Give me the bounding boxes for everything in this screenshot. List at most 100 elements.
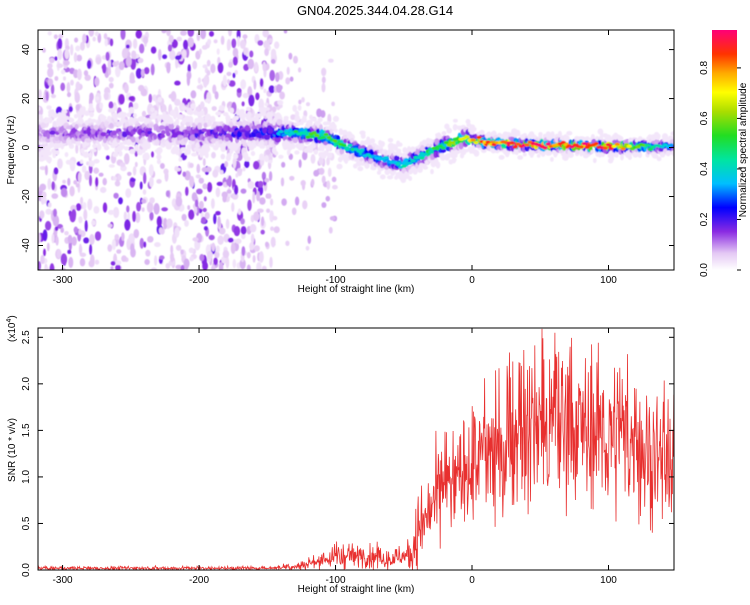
spectrogram-cell-413 (249, 223, 257, 233)
spectrogram-cell-1288 (119, 142, 123, 146)
spectrogram-cell-3158 (560, 140, 566, 144)
spectrogram-cell-392 (137, 57, 144, 64)
spectrogram-cell-2117 (376, 170, 382, 175)
spectrogram-cell-1732 (256, 124, 262, 129)
spectrogram-cell-685 (53, 208, 57, 217)
spectrogram-cell-887 (75, 104, 81, 111)
spectrogram-cell-965 (281, 198, 287, 206)
spectrogram-cell-445 (75, 81, 81, 92)
spectrogram-cell-687 (241, 101, 245, 107)
spectrogram-cell-4 (102, 177, 107, 186)
spectrogram-cell-2832 (599, 130, 604, 137)
spectrogram-cell-330 (232, 56, 238, 66)
spectrogram-cell-1278 (113, 151, 119, 157)
spectrogram-cell-1843 (291, 143, 296, 150)
spectrogram-cell-353 (187, 37, 194, 48)
spectrogram-cell-808 (206, 250, 213, 260)
spectrogram-cell-1504 (185, 147, 191, 154)
spectrogram-cell-2324 (441, 130, 447, 136)
spectrogram-cell-644 (51, 233, 55, 244)
spectrogram-cell-3107 (407, 161, 413, 165)
spectrogram-cell-955 (331, 101, 335, 107)
spectrogram-cell-2079 (366, 136, 371, 142)
spectrogram-cell-892 (141, 198, 147, 204)
spectrogram-cell-168 (224, 160, 229, 168)
spectrogram-cell-554 (118, 61, 125, 71)
spectrogram-cell-1418 (157, 117, 162, 122)
spectrogram-cell-1954 (326, 120, 331, 126)
spectrogram-cell-1900 (307, 119, 313, 127)
spectrogram-cell-1273 (114, 117, 118, 123)
spectrogram-cell-2580 (519, 134, 525, 140)
snr-y-tick-label-3: 1.5 (21, 423, 32, 437)
spectrogram-cell-1544 (197, 122, 202, 130)
spectrogram-cell-1903 (310, 117, 317, 122)
spectrogram-cell-1474 (174, 146, 180, 151)
spectrogram-cell-276 (115, 264, 121, 270)
spectrogram-cell-793 (60, 69, 66, 75)
spectrogram-cell-758 (56, 249, 62, 259)
spectrogram-cell-818 (236, 88, 242, 94)
spectrogram-cell-831 (184, 219, 189, 227)
spectrogram-cell-1585 (210, 115, 216, 123)
spectrogram-cell-912 (331, 176, 337, 183)
spectrogram-x-tick-label-4: 100 (600, 275, 617, 286)
spectrogram-cell-696 (274, 41, 280, 49)
spectrogram-cell-942 (288, 52, 293, 60)
spectrogram-x-tick-label-3: 0 (469, 275, 475, 286)
spectrogram-cell-3176 (614, 142, 620, 146)
spectrogram-cell-1824 (283, 117, 289, 122)
spectrogram-cell-2383 (458, 142, 464, 150)
spectrogram-cell-998 (267, 39, 272, 44)
spectrogram-cell-1108 (61, 109, 68, 114)
spectrogram-cell-1010 (285, 240, 290, 247)
spectrogram-cell-3121 (449, 141, 455, 145)
spectrogram-cell-204 (233, 226, 241, 237)
spectrogram-cell-292 (152, 94, 158, 102)
spectrogram-cell-787 (66, 92, 72, 98)
spectrogram-cell-2307 (435, 161, 441, 169)
spectrogram-cell-1756 (264, 102, 269, 107)
snr-x-tick-label-0: -300 (53, 575, 73, 586)
spectrogram-cell-1200 (88, 160, 95, 167)
spectrogram-cell-1014 (321, 175, 326, 184)
spectrogram-cell-1235 (100, 131, 107, 137)
spectrogram-cell-202 (108, 82, 114, 89)
spectrogram-cell-3118 (440, 146, 446, 150)
spectrogram-cell-3078 (320, 136, 326, 140)
spectrogram-cell-934 (266, 208, 271, 213)
spectrogram-cell-683 (252, 255, 256, 263)
spectrogram-y-tick-label-2: 0 (21, 144, 32, 150)
spectrogram-cell-635 (49, 57, 55, 64)
spectrogram-cell-1973 (332, 115, 340, 123)
spectrogram-cell-2808 (592, 157, 597, 164)
spectrogram-cell-465 (196, 32, 201, 42)
spectrogram-cell-184 (141, 110, 147, 118)
spectrogram-cell-625 (117, 174, 122, 181)
spectrogram-cell-869 (188, 247, 195, 254)
spectrogram-cell-771 (203, 226, 208, 231)
spectrogram-cell-148 (54, 56, 58, 61)
spectrogram-cell-1758 (265, 144, 270, 150)
spectrogram-cell-386 (54, 76, 59, 81)
spectrogram-cell-408 (221, 191, 228, 199)
spectrogram-cell-593 (64, 48, 70, 60)
spectrogram-cell-739 (214, 91, 219, 100)
colorbar-label: Normalized spectral amplitude (738, 82, 749, 217)
spectrogram-cell-1545 (199, 110, 205, 117)
spectrogram-cell-557 (149, 197, 155, 204)
spectrogram-cell-1002 (318, 167, 325, 175)
spectrogram-cell-1686 (241, 113, 248, 118)
spectrogram-cell-1694 (246, 106, 251, 112)
snr-x-tick-label-4: 100 (600, 575, 617, 586)
spectrogram-cell-1406 (156, 154, 162, 160)
spectrogram-cell-1498 (183, 137, 188, 143)
spectrogram-cell-2582 (522, 152, 527, 157)
spectrogram-cell-875 (239, 39, 246, 49)
spectrogram-cell-3073 (305, 135, 311, 139)
spectrogram-cell-56 (64, 230, 69, 236)
spectrogram-cell-781 (258, 180, 264, 188)
spectrogram-cell-1261 (108, 164, 115, 168)
